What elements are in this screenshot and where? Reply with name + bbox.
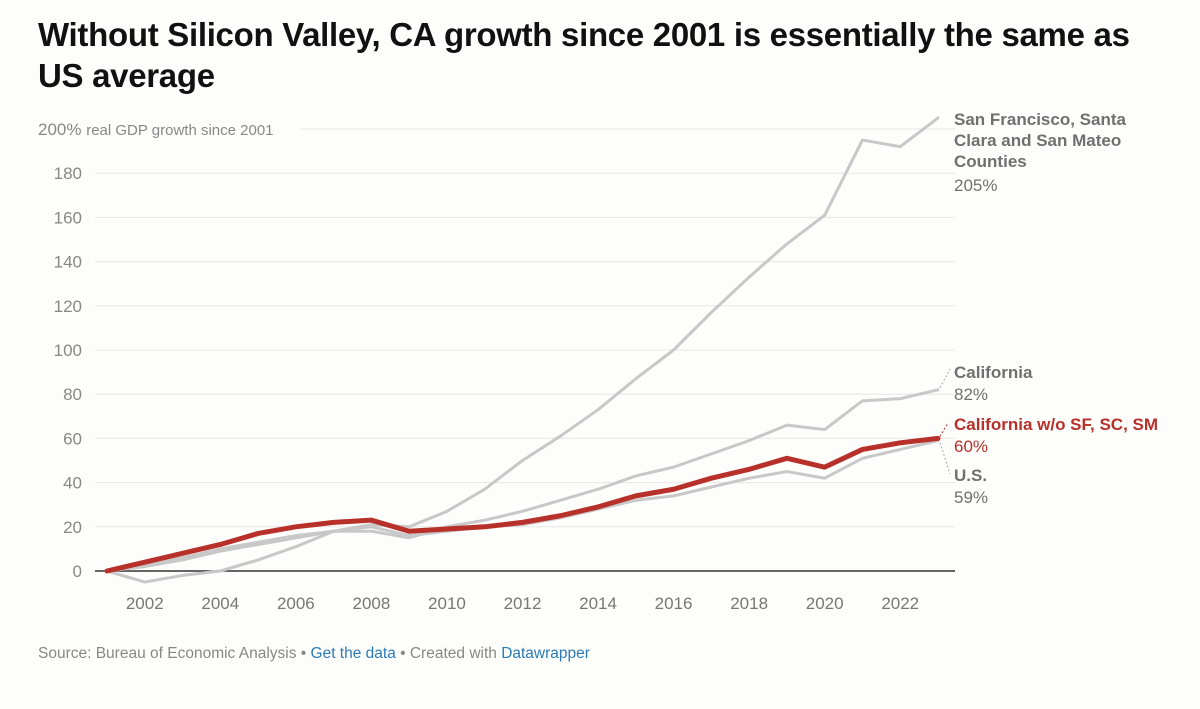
leader-line-cawo — [939, 422, 949, 437]
y-tick-label: 140 — [54, 253, 82, 272]
leader-line-ca — [939, 368, 951, 389]
y-tick-label: 60 — [63, 429, 82, 448]
label-sf-value: 205% — [954, 176, 997, 195]
x-tick-label: 2012 — [504, 594, 542, 613]
x-tick-label: 2022 — [881, 594, 919, 613]
x-tick-label: 2010 — [428, 594, 466, 613]
separator: • — [296, 645, 311, 662]
label-sf-name: San Francisco, Santa — [954, 110, 1126, 129]
y-tick-label: 80 — [63, 385, 82, 404]
y-tick-label: 120 — [54, 297, 82, 316]
y-axis-ticks: 0 20 40 60 80 100 120 140 160 180 200% real GDP gr… — [38, 120, 274, 581]
x-tick-label: 2002 — [126, 594, 164, 613]
label-sf-name: Counties — [954, 152, 1027, 171]
x-tick-label: 2004 — [201, 594, 239, 613]
leader-line-us — [939, 442, 951, 475]
footer: Source: Bureau of Economic Analysis • Ge… — [38, 645, 590, 663]
created-with-text: • Created with — [395, 645, 502, 662]
x-tick-label: 2016 — [655, 594, 693, 613]
series-lines — [104, 116, 941, 584]
label-cawo-name: California w/o SF, SC, SM — [954, 415, 1158, 434]
x-tick-label: 2014 — [579, 594, 617, 613]
label-cawo-value: 60% — [954, 437, 988, 456]
label-us-value: 59% — [954, 488, 988, 507]
x-tick-label: 2020 — [806, 594, 844, 613]
x-tick-label: 2008 — [352, 594, 390, 613]
y-tick-label: 100 — [54, 341, 82, 360]
series-line-california — [105, 388, 940, 573]
label-us-name: U.S. — [954, 466, 987, 485]
gridlines — [95, 128, 955, 528]
series-end-labels: San Francisco, Santa Clara and San Mateo C… — [939, 110, 1158, 507]
series-line-california-w-o-sf-sc-sm — [104, 435, 941, 574]
x-axis-ticks: 2002 2004 2006 2008 2010 2012 2014 2016 2018 2020… — [126, 594, 919, 613]
y-tick-label: 160 — [54, 208, 82, 227]
label-sf-name: Clara and San Mateo — [954, 131, 1121, 150]
y-tick-label: 40 — [63, 474, 82, 493]
chart-title: Without Silicon Valley, CA growth since … — [38, 16, 1130, 94]
datawrapper-link[interactable]: Datawrapper — [501, 645, 590, 662]
label-ca-name: California — [954, 363, 1033, 382]
y-tick-label: 180 — [54, 164, 82, 183]
get-the-data-link[interactable]: Get the data — [310, 645, 396, 662]
series-line-san-francisco-santa-clara-and-san-mateo-counties — [105, 116, 940, 584]
x-tick-label: 2006 — [277, 594, 315, 613]
y-tick-label: 0 — [73, 562, 82, 581]
y-tick-label: 20 — [63, 518, 82, 537]
x-tick-label: 2018 — [730, 594, 768, 613]
y-tick-label: 200% real GDP growth since 2001 — [38, 120, 274, 139]
source-text: Source: Bureau of Economic Analysis — [38, 645, 297, 662]
label-ca-value: 82% — [954, 385, 988, 404]
